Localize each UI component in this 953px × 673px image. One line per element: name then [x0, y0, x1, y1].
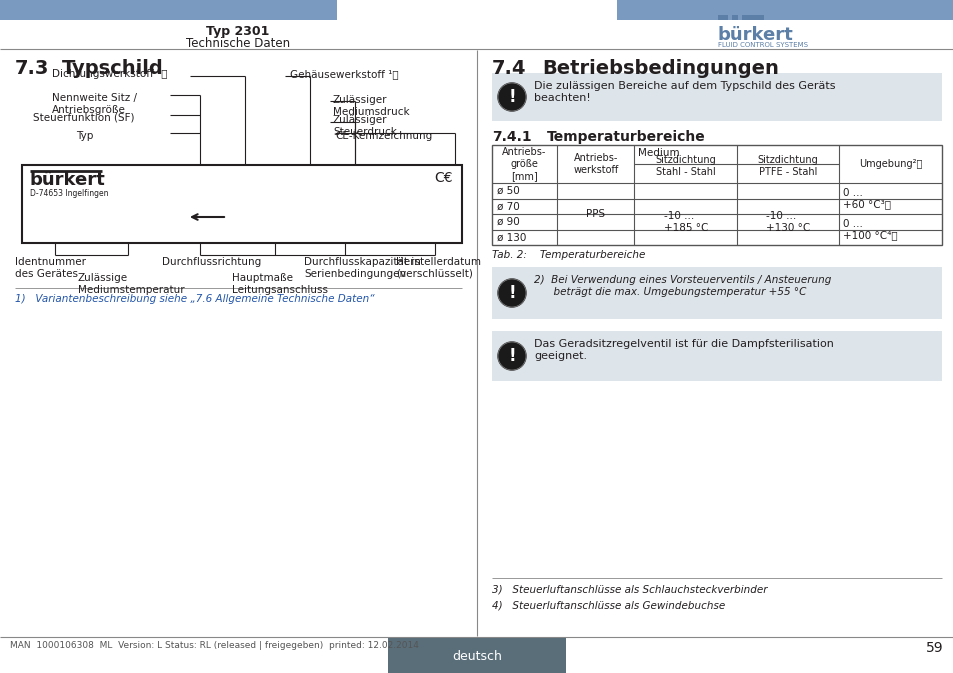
- Text: -10 ...
+130 °C: -10 ... +130 °C: [765, 211, 809, 233]
- Text: ø 130: ø 130: [497, 232, 526, 242]
- Text: Nennweite Sitz /
Antriebsgröße: Nennweite Sitz / Antriebsgröße: [52, 93, 137, 114]
- Circle shape: [497, 279, 525, 307]
- Text: Durchflussrichtung: Durchflussrichtung: [162, 257, 261, 267]
- Text: Temperaturbereiche: Temperaturbereiche: [546, 130, 705, 144]
- Text: MAN  1000106308  ML  Version: L Status: RL (released | freigegeben)  printed: 12: MAN 1000106308 ML Version: L Status: RL …: [10, 641, 418, 650]
- Text: D-74653 Ingelfingen: D-74653 Ingelfingen: [30, 189, 109, 198]
- Text: 4)   Steuerluftanschlüsse als Gewindebuchse: 4) Steuerluftanschlüsse als Gewindebuchs…: [492, 600, 724, 610]
- Text: Sitzdichtung
Stahl - Stahl: Sitzdichtung Stahl - Stahl: [655, 155, 716, 177]
- Bar: [617, 0, 953, 20]
- Text: FLUID CONTROL SYSTEMS: FLUID CONTROL SYSTEMS: [718, 42, 807, 48]
- Text: PPS: PPS: [585, 209, 604, 219]
- Text: deutsch: deutsch: [452, 649, 501, 662]
- Text: ø 90: ø 90: [497, 217, 519, 227]
- Text: Tab. 2:    Temperaturbereiche: Tab. 2: Temperaturbereiche: [492, 250, 644, 260]
- Text: Steuerfunktion (SF): Steuerfunktion (SF): [33, 113, 134, 123]
- Text: 7.4.1: 7.4.1: [492, 130, 531, 144]
- Text: 2)  Bei Verwendung eines Vorsteuerventils / Ansteuerung
      beträgt die max. U: 2) Bei Verwendung eines Vorsteuerventils…: [534, 275, 830, 297]
- Bar: [388, 638, 565, 673]
- Text: Typ 2301: Typ 2301: [206, 25, 270, 38]
- Text: Typ: Typ: [76, 131, 93, 141]
- Text: Hauptmaße
Leitungsanschluss: Hauptmaße Leitungsanschluss: [232, 273, 328, 295]
- Text: -10 ...
+185 °C: -10 ... +185 °C: [663, 211, 707, 233]
- Text: CE-Kennzeichnung: CE-Kennzeichnung: [335, 131, 432, 141]
- Bar: [492, 145, 941, 183]
- Text: Antriebs-
größe
[mm]: Antriebs- größe [mm]: [502, 147, 546, 180]
- Text: bürkert: bürkert: [718, 26, 793, 44]
- Text: 7.4: 7.4: [492, 59, 526, 78]
- Text: Gehäusewerkstoff ¹⧩: Gehäusewerkstoff ¹⧩: [290, 69, 398, 79]
- Text: Umgebung²⧩: Umgebung²⧩: [858, 159, 922, 169]
- Text: !: !: [508, 347, 516, 365]
- Text: Herstellerdatum
(verschlüsselt): Herstellerdatum (verschlüsselt): [395, 257, 480, 279]
- Circle shape: [497, 83, 525, 111]
- Bar: [741, 15, 763, 20]
- Bar: [492, 331, 941, 381]
- Text: 0 ...
+100 °C⁴⧩: 0 ... +100 °C⁴⧩: [842, 219, 897, 240]
- Bar: [0, 0, 336, 20]
- Text: Dichtungswerkstoff ¹⧩: Dichtungswerkstoff ¹⧩: [52, 69, 168, 79]
- Circle shape: [497, 342, 525, 370]
- Text: Sitzdichtung
PTFE - Stahl: Sitzdichtung PTFE - Stahl: [757, 155, 818, 177]
- Bar: [492, 145, 941, 245]
- Bar: [22, 165, 461, 243]
- Text: Antriebs-
werkstoff: Antriebs- werkstoff: [573, 153, 618, 175]
- Text: Technische Daten: Technische Daten: [186, 37, 290, 50]
- Text: Zulässige
Mediumstemperatur: Zulässige Mediumstemperatur: [78, 273, 185, 295]
- Bar: [731, 15, 738, 20]
- Text: 3)   Steuerluftanschlüsse als Schlauchsteckverbinder: 3) Steuerluftanschlüsse als Schlauchstec…: [492, 584, 767, 594]
- Text: !: !: [508, 88, 516, 106]
- Bar: [718, 15, 727, 20]
- Bar: [492, 73, 941, 121]
- Text: 1)   Variantenbeschreibung siehe „7.6 Allgemeine Technische Daten“: 1) Variantenbeschreibung siehe „7.6 Allg…: [15, 294, 375, 304]
- Text: Zulässiger
Mediumsdruck: Zulässiger Mediumsdruck: [333, 95, 409, 116]
- Text: Identnummer
des Gerätes: Identnummer des Gerätes: [15, 257, 86, 279]
- Text: ø 70: ø 70: [497, 201, 519, 211]
- Text: Typschild: Typschild: [62, 59, 164, 78]
- Text: 0 ...
+60 °C³⧩: 0 ... +60 °C³⧩: [842, 188, 890, 209]
- Text: Medium: Medium: [638, 148, 679, 158]
- Text: Betriebsbedingungen: Betriebsbedingungen: [541, 59, 778, 78]
- Text: !: !: [508, 284, 516, 302]
- Text: C€: C€: [434, 171, 452, 185]
- Text: Das Geradsitzregelventil ist für die Dampfsterilisation
geeignet.: Das Geradsitzregelventil ist für die Dam…: [534, 339, 833, 361]
- Text: 59: 59: [925, 641, 943, 655]
- Text: 7.3: 7.3: [15, 59, 50, 78]
- Bar: [492, 267, 941, 319]
- Text: Durchflusskapazität in
Serienbedingungen: Durchflusskapazität in Serienbedingungen: [304, 257, 420, 279]
- Text: Die zulässigen Bereiche auf dem Typschild des Geräts
beachten!: Die zulässigen Bereiche auf dem Typschil…: [534, 81, 835, 102]
- Text: bürkert: bürkert: [30, 171, 106, 189]
- Text: ø 50: ø 50: [497, 186, 519, 196]
- Text: Zulässiger
Steuerdruck: Zulässiger Steuerdruck: [333, 115, 396, 137]
